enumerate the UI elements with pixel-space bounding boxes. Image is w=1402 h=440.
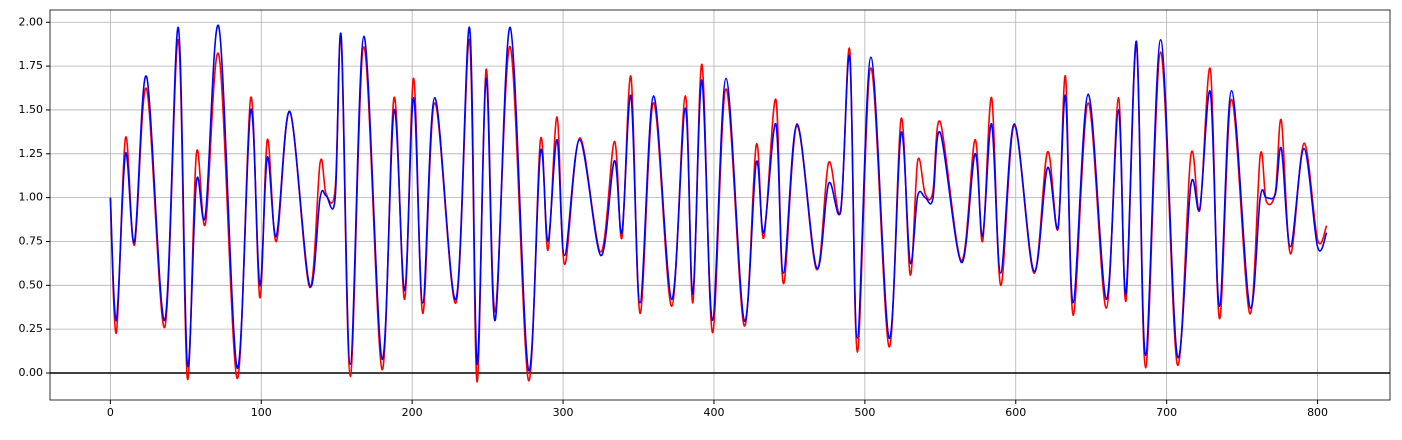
y-tick-label: 1.25 [19, 147, 44, 160]
y-tick-label: 2.00 [19, 15, 44, 28]
y-tick-label: 1.00 [19, 191, 44, 204]
series-line [109, 24, 1328, 372]
y-tick-label: 0.00 [19, 366, 44, 379]
y-tick-label: 0.25 [19, 322, 44, 335]
y-tick-label: 1.50 [19, 103, 44, 116]
x-tick-label: 600 [1005, 406, 1026, 419]
y-tick-label: 1.75 [19, 59, 44, 72]
y-tick-label: 0.75 [19, 234, 44, 247]
x-tick-label: 400 [703, 406, 724, 419]
x-tick-label: 700 [1156, 406, 1177, 419]
x-tick-label: 300 [553, 406, 574, 419]
y-tick-label: 0.50 [19, 278, 44, 291]
x-tick-label: 100 [251, 406, 272, 419]
x-tick-label: 800 [1307, 406, 1328, 419]
plot-frame [49, 9, 1391, 401]
x-tick-label: 500 [854, 406, 875, 419]
x-tick-label: 200 [402, 406, 423, 419]
x-tick-label: 0 [107, 406, 114, 419]
